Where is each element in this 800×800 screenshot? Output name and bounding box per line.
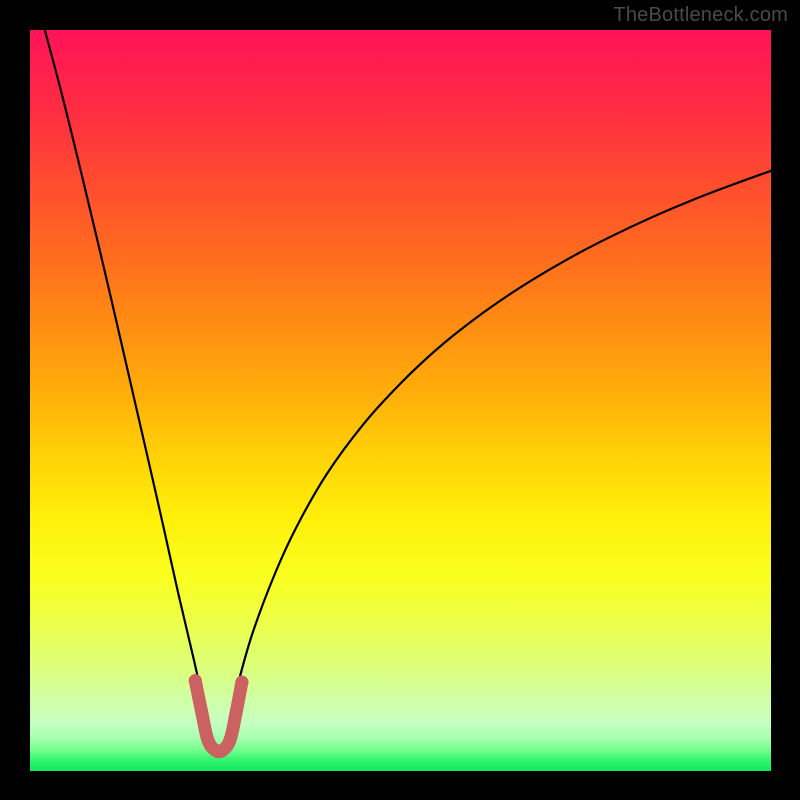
bottom-marker-dot (230, 707, 243, 720)
bottom-marker-dot (189, 674, 202, 687)
plot-area (30, 30, 771, 771)
bottom-marker-dot (195, 707, 208, 720)
chart-container: TheBottleneck.com (0, 0, 800, 800)
watermark-text: TheBottleneck.com (613, 4, 788, 27)
chart-svg (30, 30, 771, 771)
plot-background (30, 30, 771, 771)
bottom-marker-dot (235, 676, 248, 689)
bottom-marker-dot (224, 733, 237, 746)
